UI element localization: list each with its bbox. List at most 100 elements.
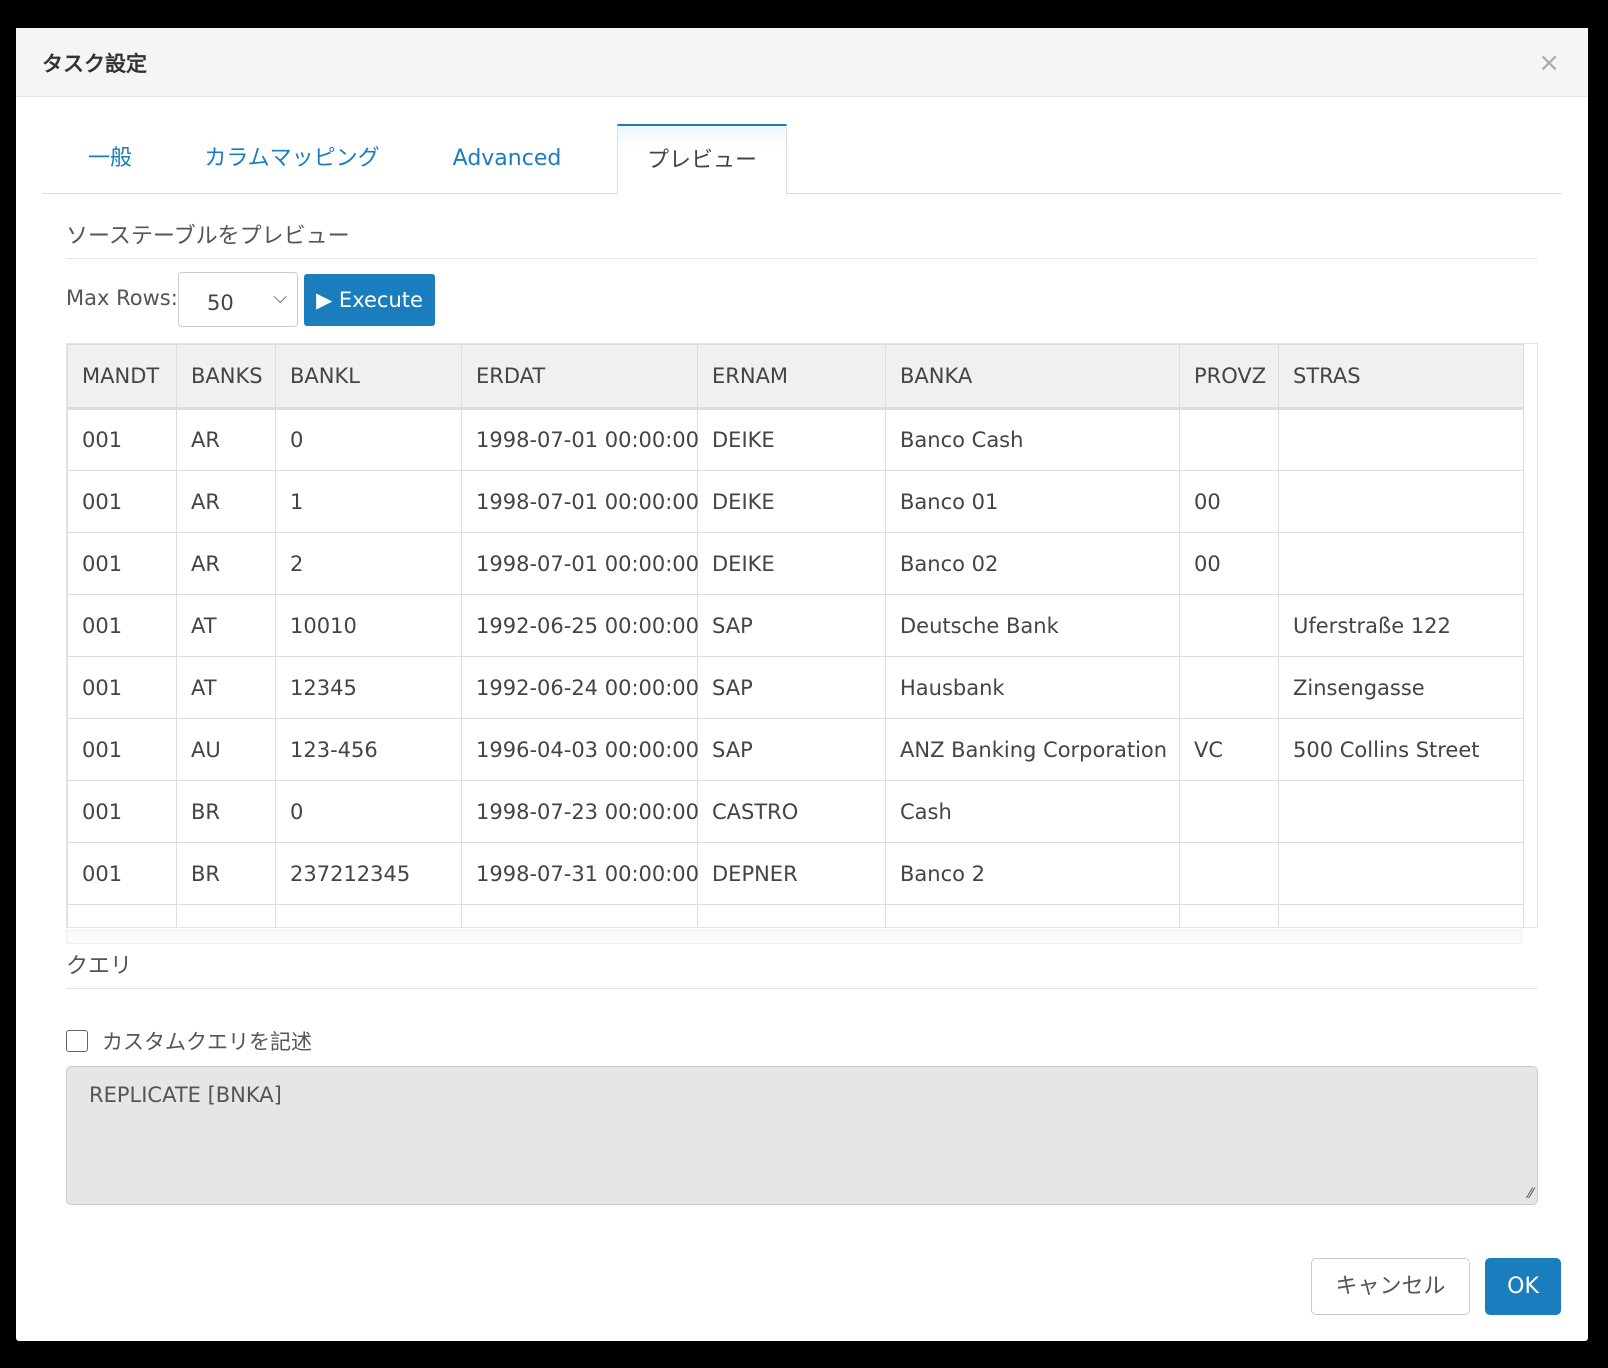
- column-header-provz: PROVZ: [1179, 344, 1279, 410]
- table-cell: AR: [176, 470, 276, 533]
- table-cell: 00: [1179, 470, 1279, 533]
- column-header-stras: STRAS: [1278, 344, 1524, 410]
- table-cell: 1998-07-31 00:00:00: [461, 842, 699, 905]
- table-cell: ANZ Banking Corporation: [885, 718, 1180, 781]
- table-cell: Hausbank: [885, 656, 1180, 719]
- table-cell: [697, 904, 886, 927]
- table-cell: AR: [176, 532, 276, 595]
- table-row: 001 BR 237212345 1998-07-31 00:00:00 DEPNER B…: [67, 842, 1524, 905]
- table-cell: [275, 904, 462, 927]
- table-cell: 500 Collins Street: [1278, 718, 1524, 781]
- table-cell: 2: [275, 532, 462, 595]
- table-cell: 237212345: [275, 842, 462, 905]
- resize-grip-icon[interactable]: ⁄⁄: [1528, 1186, 1533, 1202]
- custom-query-checkbox[interactable]: [66, 1030, 88, 1052]
- table-cell: 1996-04-03 00:00:00: [461, 718, 699, 781]
- preview-table: MANDT BANKS BANKL ERDAT ERNAM BANKA PROVZ STRAS…: [67, 344, 1524, 927]
- column-header-banka: BANKA: [885, 344, 1180, 410]
- table-cell: [67, 904, 177, 927]
- table-cell: BR: [176, 780, 276, 843]
- table-cell: Banco Cash: [885, 408, 1180, 471]
- table-cell: [176, 904, 276, 927]
- column-header-erdat: ERDAT: [461, 344, 698, 410]
- table-cell: Banco 01: [885, 470, 1180, 533]
- table-cell: SAP: [697, 594, 886, 657]
- horizontal-scrollbar[interactable]: [66, 930, 1522, 944]
- table-cell: 10010: [275, 594, 462, 657]
- tab-preview[interactable]: プレビュー: [617, 124, 787, 195]
- tab-advanced[interactable]: Advanced: [452, 146, 562, 171]
- table-cell: 1998-07-01 00:00:00: [461, 532, 699, 595]
- table-cell: [885, 904, 1180, 927]
- execute-label: Execute: [338, 288, 423, 312]
- table-cell: AT: [176, 594, 276, 657]
- table-cell: [1278, 532, 1524, 595]
- table-cell: 00: [1179, 532, 1279, 595]
- dialog-title: タスク設定: [42, 52, 147, 76]
- table-cell: AT: [176, 656, 276, 719]
- table-cell: BR: [176, 842, 276, 905]
- ok-button[interactable]: OK: [1485, 1258, 1561, 1315]
- table-cell: [1278, 470, 1524, 533]
- chevron-down-icon: ⌵: [273, 287, 287, 308]
- table-cell: DEPNER: [697, 842, 886, 905]
- query-text: REPLICATE [BNKA]: [89, 1083, 282, 1107]
- table-cell: [1179, 656, 1279, 719]
- close-icon[interactable]: ×: [1538, 48, 1560, 78]
- table-cell: 001: [67, 408, 177, 471]
- table-row: [67, 904, 1524, 927]
- table-cell: [1278, 842, 1524, 905]
- table-cell: 1992-06-25 00:00:00: [461, 594, 699, 657]
- query-section-title: クエリ: [66, 948, 1538, 989]
- table-cell: AU: [176, 718, 276, 781]
- table-cell: 123-456: [275, 718, 462, 781]
- table-cell: [1179, 904, 1279, 927]
- table-cell: [1179, 408, 1279, 471]
- table-cell: 0: [275, 780, 462, 843]
- dialog-header: タスク設定 ×: [16, 28, 1588, 97]
- column-header-banks: BANKS: [176, 344, 276, 410]
- table-cell: [1179, 780, 1279, 843]
- table-cell: DEIKE: [697, 470, 886, 533]
- tab-general[interactable]: 一般: [87, 146, 132, 171]
- max-rows-select[interactable]: 50 ⌵: [178, 272, 298, 327]
- table-row: 001 AT 12345 1992-06-24 00:00:00 SAP Hausbank…: [67, 656, 1524, 719]
- table-cell: Cash: [885, 780, 1180, 843]
- table-cell: Uferstraße 122: [1278, 594, 1524, 657]
- cancel-button[interactable]: キャンセル: [1311, 1258, 1470, 1315]
- table-cell: DEIKE: [697, 532, 886, 595]
- table-cell: 001: [67, 470, 177, 533]
- table-cell: Banco 02: [885, 532, 1180, 595]
- table-row: 001 AR 1 1998-07-01 00:00:00 DEIKE Banco 01 00: [67, 470, 1524, 533]
- table-cell: [1179, 842, 1279, 905]
- preview-table-container[interactable]: MANDT BANKS BANKL ERDAT ERNAM BANKA PROVZ STRAS…: [66, 343, 1538, 928]
- column-header-mandt: MANDT: [67, 344, 177, 410]
- table-cell: [1179, 594, 1279, 657]
- custom-query-option[interactable]: カスタムクエリを記述: [66, 1026, 312, 1056]
- table-cell: 001: [67, 656, 177, 719]
- table-cell: 1: [275, 470, 462, 533]
- table-cell: 1998-07-01 00:00:00: [461, 470, 699, 533]
- table-cell: Zinsengasse: [1278, 656, 1524, 719]
- column-header-bankl: BANKL: [275, 344, 462, 410]
- table-cell: Deutsche Bank: [885, 594, 1180, 657]
- tab-bar: 一般 カラムマッピング Advanced プレビュー: [42, 124, 1562, 195]
- table-cell: SAP: [697, 656, 886, 719]
- table-row: 001 AR 0 1998-07-01 00:00:00 DEIKE Banco Cash: [67, 408, 1524, 471]
- table-cell: [461, 904, 698, 927]
- tab-column-mapping[interactable]: カラムマッピング: [204, 146, 380, 171]
- task-settings-dialog: タスク設定 × 一般 カラムマッピング Advanced プレビュー ソーステー…: [16, 28, 1588, 1341]
- table-cell: CASTRO: [697, 780, 886, 843]
- table-cell: 001: [67, 718, 177, 781]
- query-textarea[interactable]: REPLICATE [BNKA] ⁄⁄: [66, 1066, 1538, 1205]
- preview-section-title: ソーステーブルをプレビュー: [66, 218, 1538, 259]
- table-cell: 1992-06-24 00:00:00: [461, 656, 699, 719]
- table-cell: 1998-07-01 00:00:00: [461, 408, 699, 471]
- execute-button[interactable]: ▶ Execute: [304, 274, 435, 326]
- table-cell: 001: [67, 842, 177, 905]
- table-cell: 001: [67, 532, 177, 595]
- table-row: 001 AR 2 1998-07-01 00:00:00 DEIKE Banco 02 00: [67, 532, 1524, 595]
- custom-query-label: カスタムクエリを記述: [102, 1030, 312, 1054]
- table-row: 001 AU 123-456 1996-04-03 00:00:00 SAP ANZ Ba…: [67, 718, 1524, 781]
- table-cell: AR: [176, 408, 276, 471]
